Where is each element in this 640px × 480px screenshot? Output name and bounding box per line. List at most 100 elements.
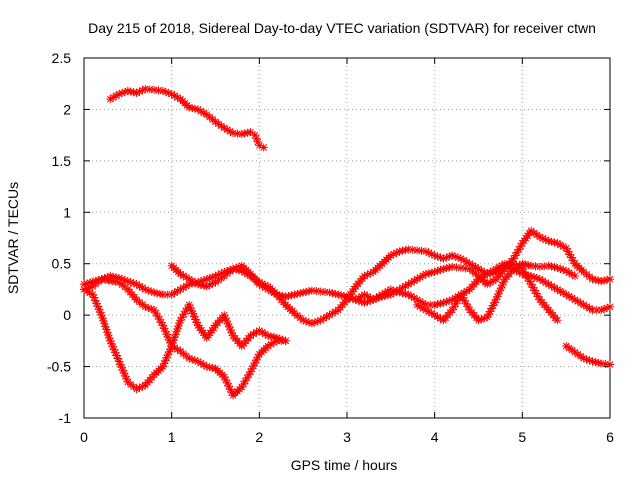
data-point bbox=[439, 264, 448, 273]
data-point bbox=[145, 85, 154, 94]
data-point bbox=[250, 131, 259, 140]
data-point bbox=[483, 313, 492, 322]
data-point bbox=[122, 375, 131, 384]
data-point bbox=[284, 291, 293, 300]
data-point bbox=[445, 252, 454, 261]
data-point bbox=[80, 280, 88, 289]
data-point bbox=[493, 292, 502, 301]
data-point bbox=[417, 246, 426, 255]
data-point bbox=[538, 234, 547, 243]
data-point bbox=[106, 95, 115, 104]
data-point bbox=[430, 267, 439, 276]
x-tick-label: 1 bbox=[168, 429, 176, 445]
data-point bbox=[117, 275, 126, 284]
data-point bbox=[115, 274, 124, 283]
data-point bbox=[515, 268, 524, 277]
data-point bbox=[534, 292, 543, 301]
data-point bbox=[407, 278, 416, 287]
data-point bbox=[249, 361, 258, 370]
data-point bbox=[459, 256, 468, 265]
data-point bbox=[565, 268, 574, 277]
data-point bbox=[176, 285, 185, 294]
data-point bbox=[170, 288, 179, 297]
data-point bbox=[196, 280, 205, 289]
data-point bbox=[600, 304, 609, 313]
data-point bbox=[258, 328, 267, 337]
data-point bbox=[600, 276, 609, 285]
data-point bbox=[410, 294, 419, 302]
data-point bbox=[498, 281, 507, 290]
data-point bbox=[278, 291, 287, 300]
data-point bbox=[90, 293, 99, 302]
data-point bbox=[340, 291, 349, 300]
data-point bbox=[161, 327, 170, 336]
data-point bbox=[404, 245, 413, 254]
data-point bbox=[179, 271, 188, 280]
data-point bbox=[492, 267, 501, 276]
data-point bbox=[514, 245, 523, 254]
data-point bbox=[220, 267, 229, 276]
data-point bbox=[579, 300, 588, 309]
data-point bbox=[453, 296, 462, 305]
data-point bbox=[530, 273, 539, 282]
data-point bbox=[240, 129, 249, 138]
data-point bbox=[290, 290, 299, 299]
data-point bbox=[567, 253, 576, 262]
data-point bbox=[556, 240, 565, 249]
data-point bbox=[207, 326, 216, 335]
data-point bbox=[515, 261, 524, 270]
data-point bbox=[442, 297, 451, 306]
data-point bbox=[132, 88, 141, 97]
data-point bbox=[182, 273, 191, 282]
data-point bbox=[307, 286, 316, 295]
data-point bbox=[606, 302, 614, 311]
data-point bbox=[322, 312, 331, 321]
data-point bbox=[302, 287, 311, 296]
data-point bbox=[369, 295, 378, 304]
data-point bbox=[459, 288, 468, 297]
data-point bbox=[106, 272, 115, 281]
data-point bbox=[261, 280, 270, 289]
data-point bbox=[357, 297, 366, 306]
data-point bbox=[486, 278, 495, 287]
data-point bbox=[163, 350, 172, 359]
data-point bbox=[588, 357, 597, 366]
series-arc-dip2 bbox=[80, 275, 290, 350]
data-point bbox=[401, 289, 410, 298]
data-point bbox=[516, 242, 525, 251]
data-point bbox=[103, 273, 112, 282]
data-point bbox=[162, 330, 171, 339]
data-point bbox=[541, 235, 550, 244]
data-point bbox=[525, 277, 534, 286]
data-point bbox=[363, 292, 372, 301]
data-point bbox=[506, 260, 515, 269]
data-point bbox=[246, 367, 255, 376]
data-point bbox=[223, 379, 232, 388]
data-point bbox=[392, 248, 401, 257]
data-point bbox=[553, 239, 562, 248]
data-point bbox=[436, 314, 445, 323]
data-point bbox=[165, 336, 174, 345]
data-point bbox=[175, 319, 184, 328]
data-point bbox=[603, 303, 612, 312]
data-point bbox=[153, 289, 162, 298]
data-point bbox=[269, 333, 278, 342]
data-point bbox=[195, 323, 204, 332]
data-point bbox=[603, 275, 612, 284]
data-point bbox=[454, 253, 463, 262]
data-point bbox=[480, 314, 489, 323]
data-point bbox=[105, 334, 114, 342]
data-point bbox=[227, 328, 236, 337]
data-point bbox=[123, 277, 132, 286]
series-arc-high bbox=[106, 84, 268, 152]
data-point bbox=[237, 383, 246, 392]
data-point bbox=[211, 117, 220, 126]
data-point bbox=[158, 321, 167, 330]
data-point bbox=[550, 283, 559, 292]
series-arc-late2 bbox=[413, 259, 579, 325]
data-point bbox=[328, 289, 337, 298]
data-point bbox=[544, 237, 553, 246]
data-point bbox=[346, 290, 355, 299]
data-point bbox=[426, 300, 435, 309]
data-point bbox=[101, 322, 110, 331]
